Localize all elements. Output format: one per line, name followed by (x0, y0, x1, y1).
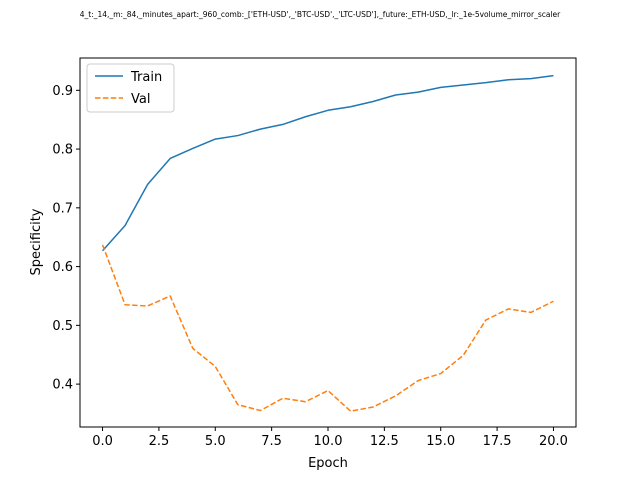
x-tick-label: 7.5 (261, 434, 282, 449)
y-tick-label: 0.7 (52, 201, 73, 216)
x-tick-label: 20.0 (539, 434, 568, 449)
chart-title: 4_t:_14,_m:_84,_minutes_apart:_960_comb:… (80, 10, 561, 19)
legend-label-train: Train (130, 70, 162, 85)
y-tick-label: 0.5 (52, 319, 73, 334)
legend-label-val: Val (131, 92, 150, 107)
y-tick-label: 0.9 (52, 84, 73, 99)
x-axis-label: Epoch (308, 456, 348, 471)
y-axis-label: Specificity (29, 208, 44, 275)
x-tick-label: 15.0 (426, 434, 455, 449)
x-tick-label: 10.0 (314, 434, 343, 449)
series-line-val (101, 244, 554, 412)
y-tick-label: 0.6 (52, 260, 73, 275)
x-tick-label: 2.5 (149, 434, 170, 449)
x-axis-ticks: 0.0 2.5 5.0 7.5 10.0 12.5 15.0 17.5 20.0 (92, 427, 568, 449)
legend: Train Val (86, 63, 175, 113)
y-tick-label: 0.8 (52, 143, 73, 158)
plot-lines (101, 74, 554, 412)
x-tick-label: 17.5 (483, 434, 512, 449)
x-tick-label: 5.0 (205, 434, 226, 449)
y-tick-label: 0.4 (52, 378, 73, 393)
y-axis-ticks: 0.4 0.5 0.6 0.7 0.8 0.9 (52, 84, 80, 393)
x-tick-label: 12.5 (370, 434, 399, 449)
x-tick-label: 0.0 (92, 434, 113, 449)
